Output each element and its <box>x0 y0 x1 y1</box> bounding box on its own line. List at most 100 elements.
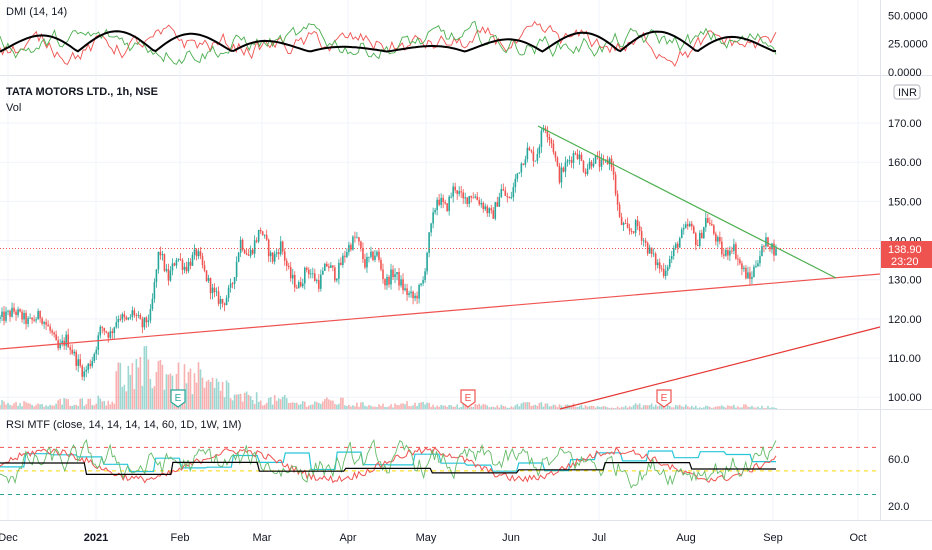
currency-badge[interactable]: INR <box>893 84 921 100</box>
volume-bar <box>544 403 547 409</box>
candle-body <box>757 263 759 267</box>
volume-bar <box>737 406 739 409</box>
support-trendline[interactable] <box>0 273 881 350</box>
volume-bar <box>542 406 545 409</box>
volume-bar <box>51 405 53 409</box>
volume-bar <box>366 406 368 409</box>
candle-body <box>303 267 306 284</box>
candle-body <box>39 311 41 319</box>
candle-body <box>694 233 697 246</box>
candle-body <box>658 262 661 269</box>
price-tick-label: 100.00 <box>888 392 922 404</box>
candle-body <box>263 234 266 236</box>
volume-bar <box>618 408 621 409</box>
candle-body <box>719 237 721 242</box>
candle-body <box>480 202 483 205</box>
rsi-monthly-line <box>0 461 776 475</box>
volume-bar <box>133 389 136 409</box>
volume-bar <box>688 407 691 409</box>
volume-bar <box>297 404 300 409</box>
candle-body <box>219 298 222 304</box>
dmi-pane[interactable]: DMI (14, 14) 50.0000 25.0000 0.0000 <box>0 6 928 79</box>
resistance-trendline[interactable] <box>537 125 837 279</box>
candle-body <box>418 285 420 299</box>
volume-bar <box>428 402 430 409</box>
volume-bar <box>508 407 511 409</box>
volume-bar <box>510 406 513 409</box>
volume-bar <box>229 398 232 409</box>
candle-body <box>670 256 673 260</box>
candle-body <box>342 255 344 265</box>
candle-body <box>265 234 268 240</box>
volume-bar <box>79 398 82 409</box>
candle-body <box>362 248 364 260</box>
volume-bar <box>388 406 390 409</box>
last-price-box <box>881 241 932 268</box>
volume-bar <box>259 400 262 409</box>
candle-body <box>297 282 300 289</box>
candle-body <box>614 174 617 194</box>
volume-bar <box>127 365 130 409</box>
volume-bar <box>233 394 236 409</box>
candle-body <box>197 251 200 257</box>
candle-body <box>528 147 531 151</box>
time-tick-label: Sep <box>763 532 783 544</box>
candle-body <box>640 231 643 241</box>
candle-body <box>494 202 497 219</box>
volume-bar <box>570 405 573 409</box>
volume-bar <box>9 404 11 409</box>
volume-bar <box>15 401 17 409</box>
candle-body <box>526 147 529 160</box>
countdown-text: 23:20 <box>891 256 919 268</box>
candle-body <box>167 269 170 281</box>
volume-bar <box>328 399 330 409</box>
price-pane[interactable]: TATA MOTORS LTD., 1h, NSE Vol E E E 170.00… <box>0 84 932 410</box>
volume-bar <box>25 402 27 409</box>
candle-body <box>682 227 685 230</box>
candle-body <box>13 307 15 312</box>
volume-bar <box>616 406 619 409</box>
candle-body <box>239 239 242 253</box>
candle-body <box>109 331 112 338</box>
candle-body <box>680 229 683 239</box>
volume-bar <box>418 403 420 409</box>
candle-body <box>247 254 250 256</box>
candle-body <box>578 154 581 160</box>
candle-body <box>267 239 270 257</box>
candle-body <box>281 241 284 252</box>
volume-bar <box>652 406 655 409</box>
candle-body <box>536 153 539 161</box>
candle-body <box>686 224 689 227</box>
volume-bar <box>3 401 5 409</box>
volume-bar <box>295 402 298 409</box>
candle-body <box>91 361 94 367</box>
candle-body <box>749 272 751 279</box>
candle-body <box>759 256 761 264</box>
candle-body <box>386 276 388 286</box>
candle-body <box>1 311 3 317</box>
volume-bar <box>117 362 120 409</box>
candle-body <box>115 322 118 328</box>
volume-bar <box>291 402 294 409</box>
volume-bar <box>743 404 745 409</box>
candle-body <box>177 258 180 260</box>
rsi-pane[interactable]: RSI MTF (close, 14, 14, 14, 14, 60, 1D, … <box>0 419 909 513</box>
candle-body <box>436 199 438 211</box>
candle-body <box>512 187 515 198</box>
volume-bar <box>372 406 374 409</box>
candle-body <box>709 222 711 224</box>
lower-channel-trendline[interactable] <box>559 326 881 410</box>
candle-body <box>600 159 603 167</box>
candle-body <box>508 197 511 199</box>
volume-bar <box>576 406 579 409</box>
volume-bar <box>518 406 521 409</box>
rsi-tick-label: 20.0 <box>888 501 909 513</box>
volume-bar <box>131 363 134 409</box>
candle-body <box>504 190 507 196</box>
volume-bar <box>458 407 460 409</box>
candle-body <box>326 263 328 267</box>
candle-body <box>464 197 466 199</box>
candle-body <box>454 186 456 191</box>
dmi-axis: 50.0000 25.0000 0.0000 <box>888 10 928 79</box>
